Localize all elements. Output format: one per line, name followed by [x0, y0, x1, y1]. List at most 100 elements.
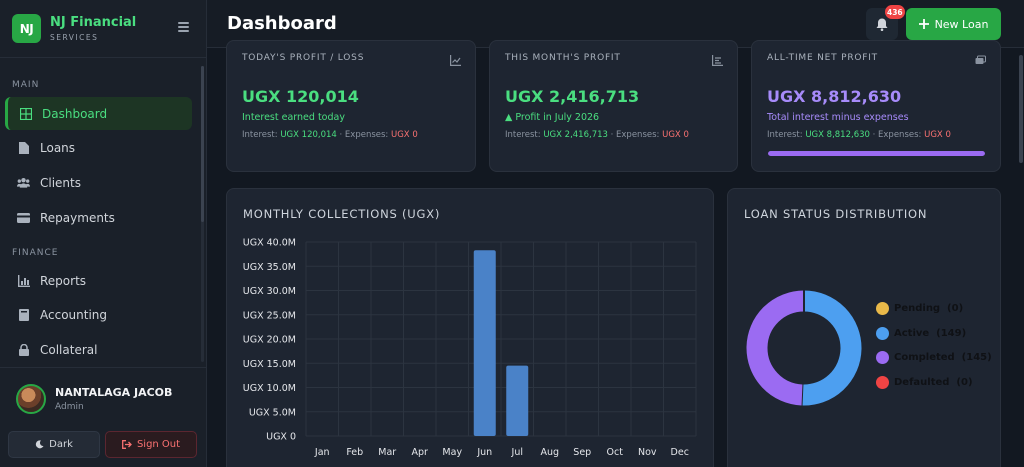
x-tick-label: Feb — [346, 447, 363, 458]
x-tick-label: Jul — [511, 447, 523, 458]
avatar[interactable] — [16, 384, 46, 414]
x-tick-label: Oct — [607, 447, 624, 458]
legend-label: Defaulted (0) — [894, 376, 973, 388]
interest-label: Interest: — [242, 130, 278, 140]
legend-swatch — [876, 351, 889, 364]
stat-card-alltime: ALL-TIME NET PROFIT UGX 8,812,630 Total … — [751, 40, 1001, 172]
legend-item-completed[interactable]: Completed (145) — [876, 351, 992, 364]
slice-completed — [746, 290, 805, 406]
brand-name: NJ Financial — [50, 14, 137, 30]
y-tick-label: UGX 30.0M — [243, 286, 296, 297]
y-tick-label: UGX 10.0M — [243, 383, 296, 394]
user-role: Admin — [55, 402, 84, 412]
expenses-value: UGX 0 — [662, 130, 689, 140]
stat-label: THIS MONTH'S PROFIT — [505, 53, 621, 63]
legend-item-defaulted[interactable]: Defaulted (0) — [876, 375, 973, 389]
sidebar-item-label: Accounting — [40, 307, 108, 322]
bar-jul — [506, 365, 529, 436]
legend-item-pending[interactable]: Pending (0) — [876, 302, 963, 315]
bell-icon — [876, 18, 888, 31]
stat-value: UGX 8,812,630 — [767, 87, 902, 106]
stat-card-month: THIS MONTH'S PROFIT UGX 2,416,713 ▲ Prof… — [489, 40, 738, 172]
legend-item-active[interactable]: Active (149) — [876, 326, 966, 340]
sidebar-item-label: Dashboard — [42, 106, 108, 121]
sign-out-label: Sign Out — [136, 439, 181, 450]
sidebar-item-loans[interactable]: Loans — [5, 131, 192, 164]
dark-mode-label: Dark — [49, 439, 73, 450]
sidebar-item-label: Clients — [40, 175, 81, 190]
sidebar-item-clients[interactable]: Clients — [5, 166, 192, 199]
trend-chart-icon — [450, 55, 461, 66]
chart-title: LOAN STATUS DISTRIBUTION — [744, 207, 928, 221]
stat-detail: Interest: UGX 8,812,630 · Expenses: UGX … — [767, 130, 951, 140]
stat-detail: Interest: UGX 2,416,713 · Expenses: UGX … — [505, 130, 689, 140]
sidebar-scroll-thumb[interactable] — [201, 66, 204, 222]
y-tick-label: UGX 15.0M — [243, 359, 296, 370]
user-name: NANTALAGA JACOB — [55, 386, 173, 399]
loan-status-donut — [746, 289, 862, 407]
expenses-value: UGX 0 — [391, 130, 418, 140]
sign-out-icon — [121, 440, 132, 449]
sign-out-button[interactable]: Sign Out — [105, 431, 197, 458]
sidebar-item-accounting[interactable]: Accounting — [5, 298, 192, 331]
loan-status-panel: LOAN STATUS DISTRIBUTION Pending (0) Acti… — [727, 188, 1001, 467]
moon-icon — [35, 440, 44, 449]
y-tick-label: UGX 0 — [266, 432, 296, 443]
page-scrollbar[interactable] — [1019, 55, 1023, 163]
menu-toggle-icon[interactable] — [178, 22, 189, 32]
document-icon — [17, 141, 30, 154]
legend-label: Pending (0) — [894, 303, 964, 314]
sidebar-item-label: Repayments — [40, 210, 115, 225]
users-icon — [17, 176, 30, 189]
slice-active — [801, 290, 862, 406]
dark-mode-button[interactable]: Dark — [8, 431, 100, 458]
y-tick-label: UGX 35.0M — [243, 262, 296, 273]
money-stack-icon — [975, 55, 986, 64]
sidebar-item-collateral[interactable]: Collateral — [5, 333, 192, 366]
new-loan-button[interactable]: New Loan — [906, 8, 1001, 40]
x-tick-label: Aug — [540, 447, 559, 458]
monthly-collections-chart: UGX 40.0M UGX 35.0M UGX 30.0M UGX 25.0M UGX … — [243, 238, 697, 458]
sidebar-item-label: Collateral — [40, 342, 98, 357]
stat-label: TODAY'S PROFIT / LOSS — [242, 53, 365, 63]
grid-icon — [19, 107, 32, 120]
nav-section-main: MAIN — [12, 80, 40, 90]
stat-label: ALL-TIME NET PROFIT — [767, 53, 878, 63]
legend-swatch — [876, 375, 889, 389]
nav-section-finance: FINANCE — [12, 248, 59, 258]
interest-label: Interest: — [767, 130, 803, 140]
chart-title: MONTHLY COLLECTIONS (UGX) — [243, 207, 441, 221]
x-tick-label: Dec — [671, 447, 689, 458]
expenses-value: UGX 0 — [924, 130, 951, 140]
stat-subtitle: Interest earned today — [242, 112, 345, 123]
stat-subtitle: ▲ Profit in July 2026 — [505, 112, 600, 123]
interest-label: Interest: — [505, 130, 541, 140]
brand-logo: NJ — [12, 14, 41, 43]
expenses-label: · Expenses: — [339, 130, 389, 140]
interest-value: UGX 2,416,713 — [543, 130, 608, 140]
interest-value: UGX 120,014 — [280, 130, 337, 140]
sidebar-item-repayments[interactable]: Repayments — [5, 201, 192, 234]
sidebar-item-label: Reports — [40, 273, 87, 288]
book-icon — [17, 308, 30, 321]
stat-value: UGX 2,416,713 — [505, 87, 640, 106]
x-tick-label: Mar — [378, 447, 396, 458]
stat-subtitle: Total interest minus expenses — [767, 112, 909, 123]
expenses-label: · Expenses: — [872, 130, 922, 140]
x-tick-label: Apr — [412, 447, 429, 458]
y-tick-label: UGX 5.0M — [249, 407, 296, 418]
interest-value: UGX 8,812,630 — [805, 130, 870, 140]
bar-jun — [473, 250, 496, 436]
sidebar-item-reports[interactable]: Reports — [5, 264, 192, 297]
sidebar-item-dashboard[interactable]: Dashboard — [5, 97, 192, 130]
bar-chart-icon — [712, 55, 723, 66]
profit-progress-bar — [768, 151, 985, 156]
stat-card-today: TODAY'S PROFIT / LOSS UGX 120,014 Intere… — [226, 40, 476, 172]
x-tick-label: Jun — [476, 447, 492, 458]
sidebar-item-label: Loans — [40, 140, 76, 155]
y-tick-label: UGX 25.0M — [243, 310, 296, 321]
page-title: Dashboard — [227, 13, 337, 34]
legend-swatch — [876, 302, 889, 315]
lock-icon — [17, 343, 30, 356]
card-icon — [17, 211, 30, 224]
